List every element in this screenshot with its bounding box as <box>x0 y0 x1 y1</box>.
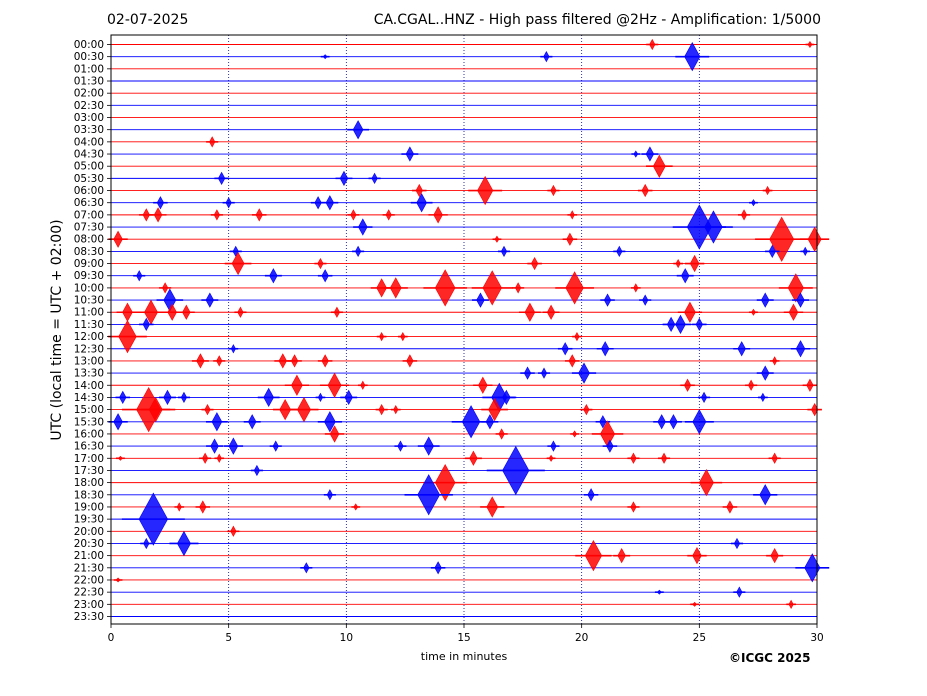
y-tick-label: 15:00 <box>74 404 104 416</box>
x-tick-labels: 0 5 10 15 20 25 30 <box>108 624 824 644</box>
y-tick-label: 21:30 <box>74 562 104 574</box>
y-tick-label: 10:30 <box>74 295 104 307</box>
y-tick-label: 15:30 <box>74 416 104 428</box>
y-tick-label: 17:00 <box>74 453 104 465</box>
chart-title: CA.CGAL..HNZ - High pass filtered @2Hz -… <box>373 12 821 28</box>
y-tick-label: 13:00 <box>74 355 104 367</box>
y-tick-label: 04:00 <box>74 136 104 148</box>
grid-lines <box>228 35 700 624</box>
y-tick-label: 08:30 <box>74 246 104 258</box>
y-tick-label: 00:30 <box>74 51 104 63</box>
y-tick-label: 04:30 <box>74 149 104 161</box>
copyright-text: ©ICGC 2025 <box>729 651 811 665</box>
trace-lines <box>111 44 817 617</box>
seismic-events <box>108 38 830 609</box>
y-tick-label: 12:30 <box>74 343 104 355</box>
y-tick-label: 05:00 <box>74 161 104 173</box>
y-tick-label: 14:00 <box>74 380 104 392</box>
y-tick-label: 20:00 <box>74 526 104 538</box>
y-tick-label: 05:30 <box>74 173 104 185</box>
y-tick-label: 06:00 <box>74 185 104 197</box>
y-tick-label: 03:00 <box>74 112 104 124</box>
x-tick-label: 5 <box>225 632 232 644</box>
y-tick-label: 17:30 <box>74 465 104 477</box>
y-tick-labels: 00:0000:3001:0001:3002:0002:3003:0003:30… <box>74 39 111 623</box>
y-tick-label: 10:00 <box>74 282 104 294</box>
y-tick-label: 19:00 <box>74 501 104 513</box>
y-tick-label: 12:00 <box>74 331 104 343</box>
x-tick-label: 15 <box>457 632 470 644</box>
x-tick-label: 10 <box>340 632 353 644</box>
y-tick-label: 03:30 <box>74 124 104 136</box>
y-tick-label: 21:00 <box>74 550 104 562</box>
y-tick-label: 09:00 <box>74 258 104 270</box>
y-tick-label: 07:30 <box>74 222 104 234</box>
x-tick-label: 20 <box>575 632 588 644</box>
y-tick-label: 16:30 <box>74 441 104 453</box>
x-axis-label: time in minutes <box>420 650 508 663</box>
y-tick-label: 18:30 <box>74 489 104 501</box>
y-tick-label: 06:30 <box>74 197 104 209</box>
y-tick-label: 07:00 <box>74 209 104 221</box>
y-tick-label: 08:00 <box>74 234 104 246</box>
x-tick-label: 30 <box>810 632 823 644</box>
y-tick-label: 01:30 <box>74 76 104 88</box>
y-tick-label: 22:00 <box>74 574 104 586</box>
y-tick-label: 14:30 <box>74 392 104 404</box>
y-tick-label: 20:30 <box>74 538 104 550</box>
y-tick-label: 01:00 <box>74 63 104 75</box>
y-tick-label: 19:30 <box>74 514 104 526</box>
x-tick-label: 0 <box>108 632 115 644</box>
y-tick-label: 16:00 <box>74 428 104 440</box>
y-tick-label: 22:30 <box>74 587 104 599</box>
chart-date: 02-07-2025 <box>107 12 189 28</box>
y-tick-label: 00:00 <box>74 39 104 51</box>
y-tick-label: 11:00 <box>74 307 104 319</box>
y-tick-label: 13:30 <box>74 368 104 380</box>
y-tick-label: 11:30 <box>74 319 104 331</box>
y-tick-label: 18:00 <box>74 477 104 489</box>
y-tick-label: 02:00 <box>74 88 104 100</box>
y-tick-label: 09:30 <box>74 270 104 282</box>
x-tick-label: 25 <box>693 632 706 644</box>
y-tick-label: 23:30 <box>74 611 104 623</box>
plot-frame <box>110 34 818 625</box>
y-tick-label: 23:00 <box>74 599 104 611</box>
y-tick-label: 02:30 <box>74 100 104 112</box>
